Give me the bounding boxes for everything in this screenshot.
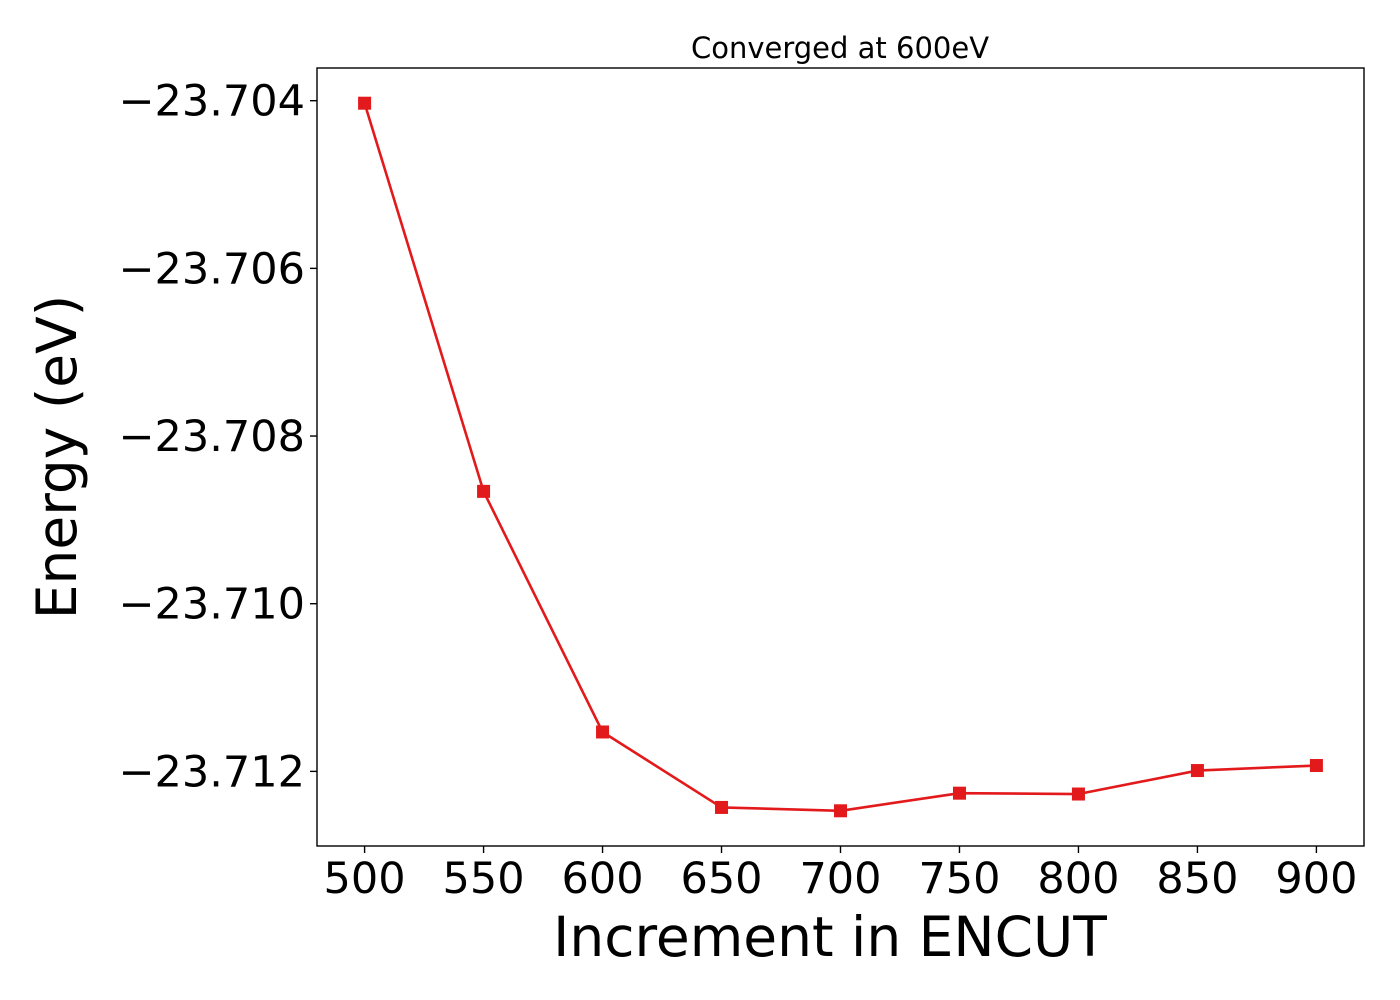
x-tick-label: 600 xyxy=(562,854,644,904)
data-point-marker xyxy=(358,96,372,110)
x-axis-label: Increment in ENCUT xyxy=(553,905,1107,969)
data-point-marker xyxy=(715,800,729,814)
y-tick-label: −23.706 xyxy=(119,244,306,294)
y-tick-label: −23.710 xyxy=(119,580,306,630)
series-energy xyxy=(358,96,1323,818)
chart-title: Converged at 600eV xyxy=(691,31,989,65)
x-tick-label: 800 xyxy=(1037,854,1119,904)
x-tick-label: 700 xyxy=(799,854,881,904)
data-point-marker xyxy=(596,725,610,739)
x-tick-label: 900 xyxy=(1275,854,1357,904)
x-tick-label: 850 xyxy=(1156,854,1238,904)
x-axis-ticks: 500 550 600 650 700 750 800 850 900 xyxy=(324,846,1357,904)
data-point-marker xyxy=(1309,759,1323,773)
y-axis-ticks: −23.704 −23.706 −23.708 −23.710 −23.712 xyxy=(119,77,317,797)
x-tick-label: 650 xyxy=(680,854,762,904)
data-point-marker xyxy=(1071,787,1085,801)
y-axis-label: Energy (eV) xyxy=(25,295,89,619)
data-point-marker xyxy=(477,484,491,498)
x-tick-label: 550 xyxy=(443,854,525,904)
plot-frame xyxy=(316,67,1365,847)
x-tick-label: 750 xyxy=(918,854,1000,904)
y-tick-label: −23.712 xyxy=(119,747,306,797)
y-tick-label: −23.708 xyxy=(119,412,306,462)
series-line xyxy=(363,102,1317,813)
data-point-marker xyxy=(1190,764,1204,778)
y-tick-label: −23.704 xyxy=(119,77,306,127)
data-point-marker xyxy=(952,786,966,800)
data-point-marker xyxy=(834,804,847,818)
x-tick-label: 500 xyxy=(324,854,406,904)
